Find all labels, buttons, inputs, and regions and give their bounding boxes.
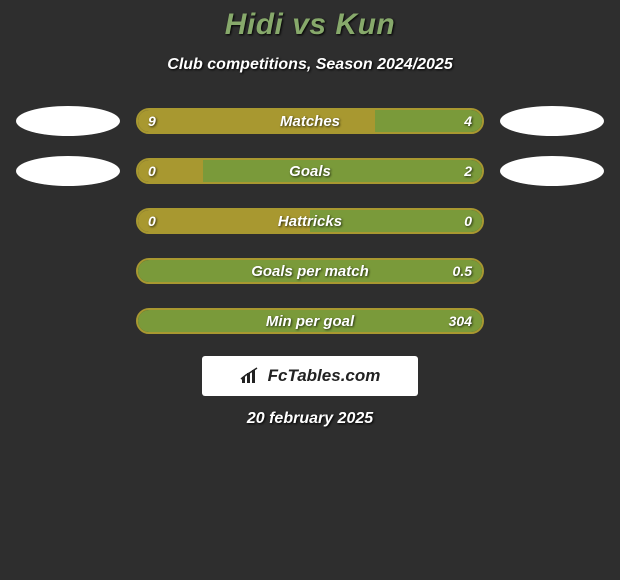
stat-label: Goals per match xyxy=(138,260,482,282)
stat-bar: 0Goals2 xyxy=(136,158,484,184)
bar-chart-icon xyxy=(240,367,262,385)
stat-bar: Goals per match0.5 xyxy=(136,258,484,284)
watermark-badge: FcTables.com xyxy=(202,356,418,396)
page-title: Hidi vs Kun xyxy=(0,8,620,42)
stat-label: Hattricks xyxy=(138,210,482,232)
stat-row: 9Matches4 xyxy=(0,106,620,136)
stat-row: Goals per match0.5 xyxy=(0,256,620,286)
right-value: 304 xyxy=(449,310,472,332)
left-spacer xyxy=(16,256,120,286)
stat-bar: Min per goal304 xyxy=(136,308,484,334)
right-spacer xyxy=(500,256,604,286)
stat-bar: 0Hattricks0 xyxy=(136,208,484,234)
right-ellipse xyxy=(500,106,604,136)
left-spacer xyxy=(16,306,120,336)
stat-label: Goals xyxy=(138,160,482,182)
date-text: 20 february 2025 xyxy=(0,410,620,428)
left-ellipse xyxy=(16,106,120,136)
right-value: 4 xyxy=(464,110,472,132)
right-spacer xyxy=(500,206,604,236)
stat-rows: 9Matches40Goals20Hattricks0Goals per mat… xyxy=(0,106,620,336)
right-value: 2 xyxy=(464,160,472,182)
stat-label: Matches xyxy=(138,110,482,132)
right-ellipse xyxy=(500,156,604,186)
comparison-infographic: Hidi vs Kun Club competitions, Season 20… xyxy=(0,0,620,428)
stat-label: Min per goal xyxy=(138,310,482,332)
watermark-text: FcTables.com xyxy=(268,366,381,386)
right-value: 0 xyxy=(464,210,472,232)
left-spacer xyxy=(16,206,120,236)
stat-row: 0Goals2 xyxy=(0,156,620,186)
subtitle: Club competitions, Season 2024/2025 xyxy=(0,56,620,74)
stat-row: 0Hattricks0 xyxy=(0,206,620,236)
right-value: 0.5 xyxy=(453,260,472,282)
right-spacer xyxy=(500,306,604,336)
stat-row: Min per goal304 xyxy=(0,306,620,336)
stat-bar: 9Matches4 xyxy=(136,108,484,134)
left-ellipse xyxy=(16,156,120,186)
